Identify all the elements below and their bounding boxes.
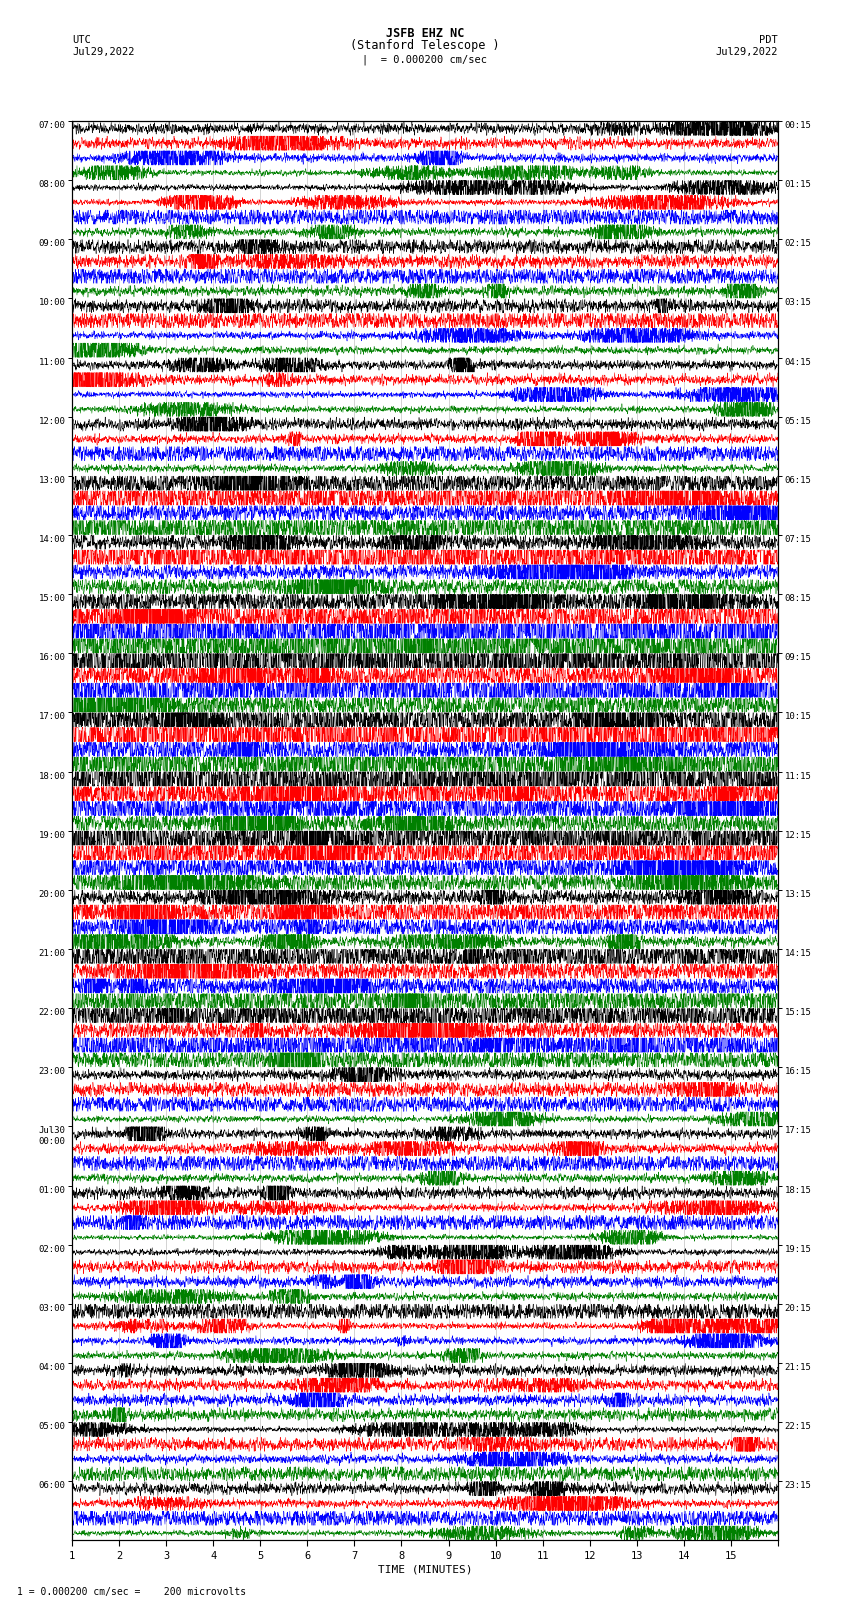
- Text: UTC: UTC: [72, 35, 91, 45]
- Text: JSFB EHZ NC: JSFB EHZ NC: [386, 27, 464, 40]
- Text: PDT: PDT: [759, 35, 778, 45]
- Text: Jul29,2022: Jul29,2022: [715, 47, 778, 56]
- Text: Jul29,2022: Jul29,2022: [72, 47, 135, 56]
- Text: |  = 0.000200 cm/sec: | = 0.000200 cm/sec: [362, 55, 488, 66]
- X-axis label: TIME (MINUTES): TIME (MINUTES): [377, 1565, 473, 1574]
- Text: 1 = 0.000200 cm/sec =    200 microvolts: 1 = 0.000200 cm/sec = 200 microvolts: [17, 1587, 246, 1597]
- Text: (Stanford Telescope ): (Stanford Telescope ): [350, 39, 500, 52]
